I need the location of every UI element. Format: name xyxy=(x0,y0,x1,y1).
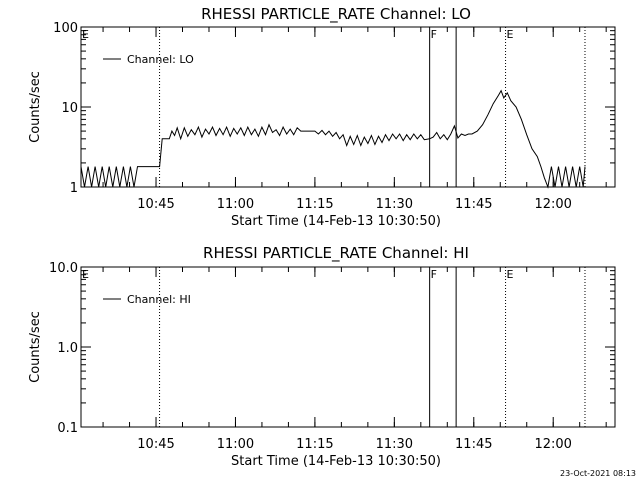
x-axis-label: Start Time (14-Feb-13 10:30:50) xyxy=(231,454,441,469)
chart-title: RHESSI PARTICLE_RATE Channel: HI xyxy=(203,244,469,263)
y-tick-label: 1.0 xyxy=(57,341,78,356)
x-tick-label: 11:45 xyxy=(455,437,492,452)
plot-frame xyxy=(80,26,616,188)
event-label: E xyxy=(507,268,514,281)
x-tick-label: 12:00 xyxy=(534,197,571,212)
y-tick-label: 10 xyxy=(61,101,78,116)
x-tick-label: 11:00 xyxy=(217,197,254,212)
chart-panel-1: RHESSI PARTICLE_RATE Channel: LO 1 10 100 Co… xyxy=(28,5,616,229)
y-tick-label: 0.1 xyxy=(57,421,78,436)
x-tick-label: 11:15 xyxy=(296,197,333,212)
y-tick-label: 10.0 xyxy=(49,261,78,276)
x-axis-label: Start Time (14-Feb-13 10:30:50) xyxy=(231,214,441,229)
y-tick-label: 1 xyxy=(70,181,78,196)
x-tick-label: 11:30 xyxy=(376,197,413,212)
event-label: F xyxy=(431,268,437,281)
y-axis-label: Counts/sec xyxy=(28,311,43,383)
x-tick-label: 12:00 xyxy=(534,437,571,452)
y-tick-label: 100 xyxy=(53,21,78,36)
footer-timestamp: 23-Oct-2021 08:13 xyxy=(560,469,636,478)
plot-frame xyxy=(80,266,616,428)
y-axis-label: Counts/sec xyxy=(28,71,43,143)
chart-panel-2: RHESSI PARTICLE_RATE Channel: HI 0.1 1.0 10… xyxy=(28,244,616,469)
event-label: E xyxy=(82,28,89,41)
series-line xyxy=(80,89,586,189)
x-tick-label: 10:45 xyxy=(137,437,174,452)
x-tick-label: 11:15 xyxy=(296,437,333,452)
chart-title: RHESSI PARTICLE_RATE Channel: LO xyxy=(201,5,471,24)
legend-label: Channel: LO xyxy=(127,53,194,66)
legend-label: Channel: HI xyxy=(127,293,191,306)
x-tick-label: 11:00 xyxy=(217,437,254,452)
x-tick-label: 10:45 xyxy=(137,197,174,212)
x-tick-label: 11:45 xyxy=(455,197,492,212)
event-label: E xyxy=(507,28,514,41)
x-tick-label: 11:30 xyxy=(376,437,413,452)
event-label: E xyxy=(82,268,89,281)
event-label: F xyxy=(431,28,437,41)
